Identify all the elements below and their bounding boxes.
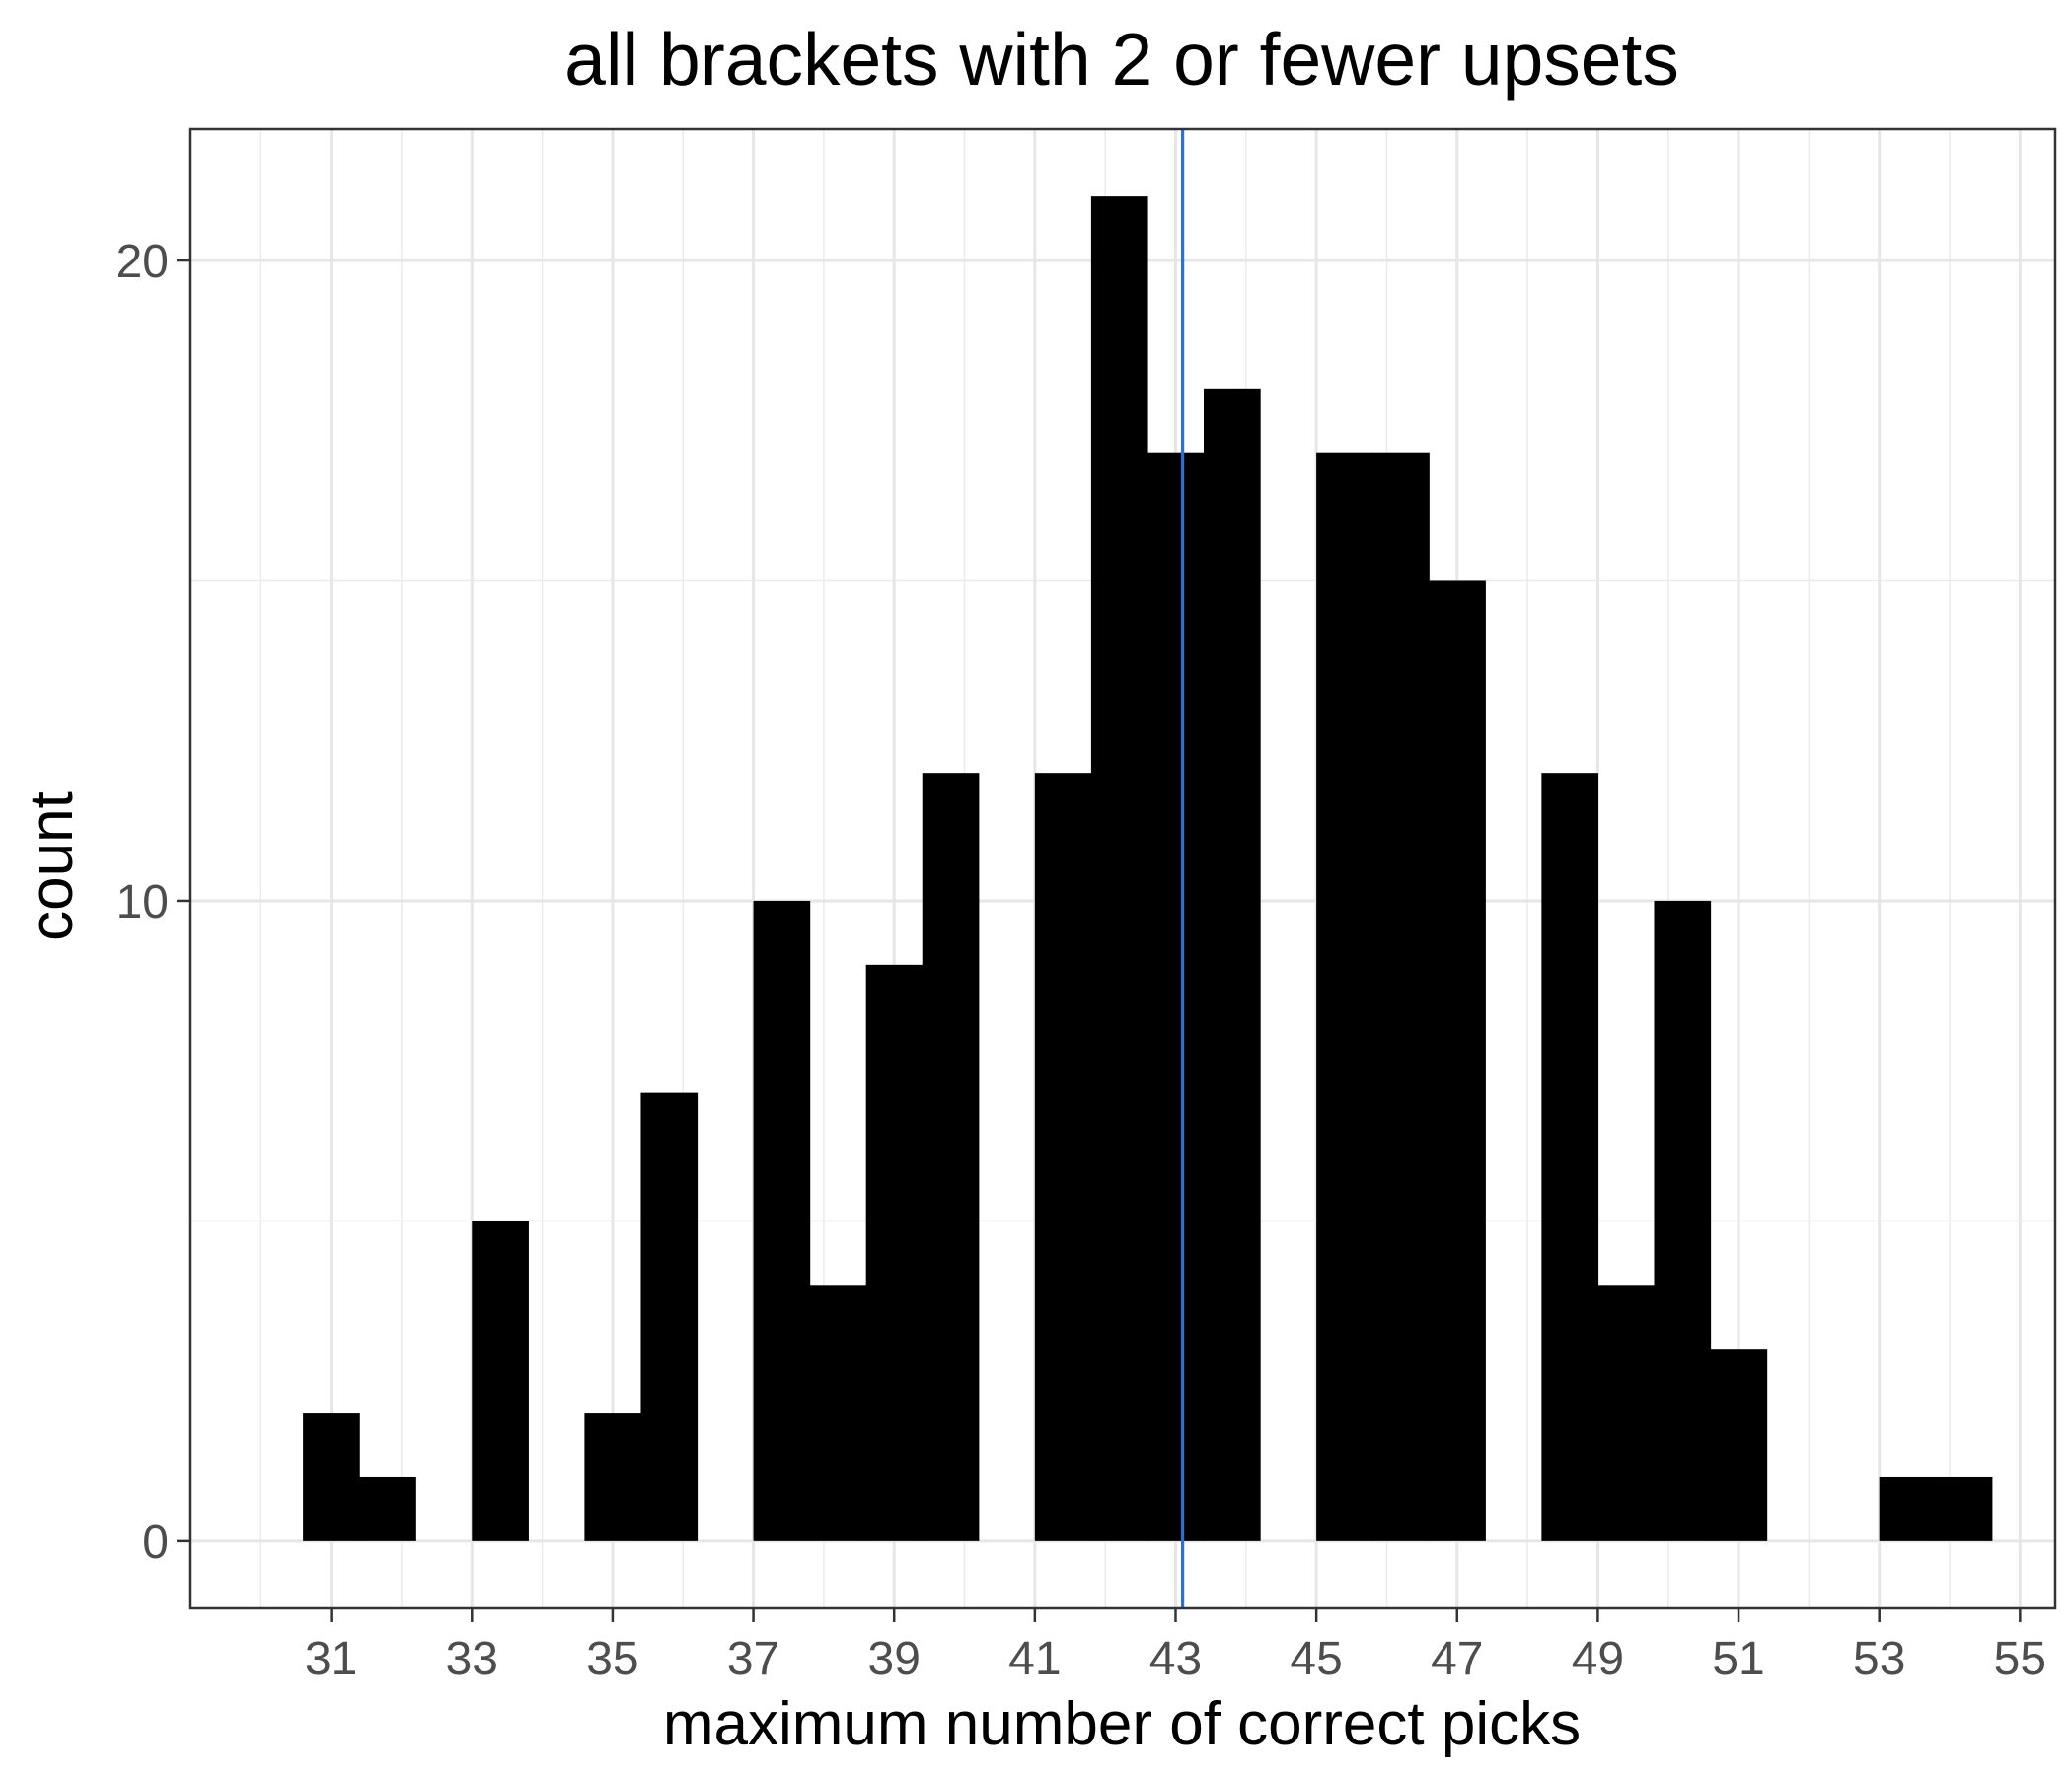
x-tick-label: 51: [1712, 1633, 1764, 1685]
histogram-bar: [640, 1092, 699, 1541]
x-tick-label: 43: [1149, 1633, 1202, 1685]
x-tick-label: 53: [1853, 1633, 1905, 1685]
x-tick-label: 45: [1290, 1633, 1342, 1685]
histogram-bar: [1034, 773, 1092, 1541]
histogram-bar: [1710, 1349, 1768, 1541]
y-tick-label: 0: [142, 1517, 169, 1569]
histogram-bar: [1654, 900, 1712, 1541]
histogram-bar: [1429, 580, 1486, 1541]
x-tick-label: 33: [446, 1633, 498, 1685]
y-tick-label: 20: [116, 236, 169, 288]
histogram-bar: [359, 1476, 416, 1541]
y-tick-label: 10: [116, 876, 169, 928]
histogram-bar: [865, 964, 924, 1541]
histogram-bar: [1090, 196, 1148, 1541]
x-tick-label: 35: [586, 1633, 638, 1685]
histogram-bar: [753, 900, 811, 1541]
histogram-bar: [303, 1413, 360, 1541]
histogram-bar: [472, 1221, 529, 1541]
x-tick-label: 37: [727, 1633, 779, 1685]
histogram-bar: [1204, 388, 1261, 1541]
plot-panel-border: [188, 127, 2057, 1610]
x-axis: 31 33 35 37 39 41 43 45 47 49 51 53 55: [305, 1608, 2046, 1685]
histogram-bar: [809, 1285, 867, 1541]
x-tick-label: 39: [868, 1633, 921, 1685]
histogram-bars: [303, 196, 1993, 1541]
x-tick-label: 55: [1994, 1633, 2046, 1685]
histogram-bar: [1316, 452, 1373, 1541]
histogram-bar: [1879, 1476, 1937, 1541]
y-axis-title: count: [18, 791, 86, 941]
histogram-bar: [1147, 452, 1205, 1541]
x-tick-label: 49: [1572, 1633, 1624, 1685]
x-tick-label: 41: [1008, 1633, 1061, 1685]
histogram-bar: [1935, 1476, 1993, 1541]
histogram-bar: [1541, 773, 1599, 1541]
histogram-bar: [584, 1413, 642, 1541]
x-tick-label: 31: [305, 1633, 357, 1685]
chart-title: all brackets with 2 or fewer upsets: [564, 18, 1679, 101]
y-axis: 0 10 20: [116, 236, 190, 1569]
histogram-bar: [922, 773, 980, 1541]
x-axis-title: maximum number of correct picks: [663, 1690, 1581, 1758]
x-tick-label: 47: [1431, 1633, 1483, 1685]
histogram-bar: [1372, 452, 1430, 1541]
histogram-bar: [1597, 1285, 1656, 1541]
